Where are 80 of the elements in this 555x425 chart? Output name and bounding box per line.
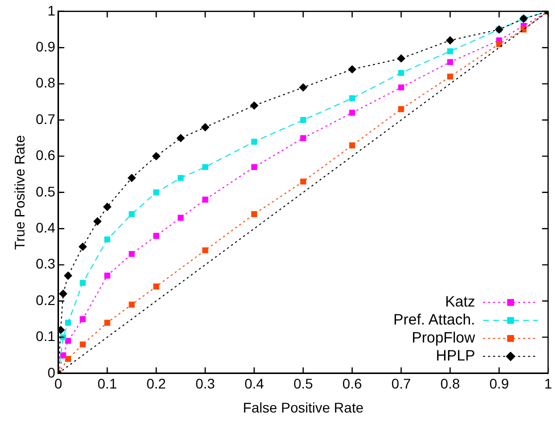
legend-label: Pref. Attach. [393,312,476,329]
y-tick-label: 0.5 [36,183,56,200]
y-tick-label: 0.8 [36,74,56,91]
point [398,84,404,90]
point [348,65,356,74]
y-axis-title: True Positive Rate [11,134,28,250]
point [202,164,208,170]
point [447,74,454,80]
point [65,320,72,326]
point [176,134,185,142]
x-tick-label: 0.8 [440,376,460,392]
x-tick-label: 0.6 [342,376,362,392]
point [300,178,306,185]
point [349,95,356,102]
point [59,290,68,298]
point [447,59,454,66]
x-tick-label: 0.1 [98,376,118,392]
y-tick-label: 0.1 [36,328,56,344]
point [251,138,258,145]
y-tick-label: 0.3 [36,256,56,272]
point [153,284,160,290]
point [250,102,258,110]
point [128,211,135,218]
point [65,356,72,362]
point [64,272,72,280]
x-tick-label: 0.7 [391,376,412,392]
point [104,320,110,326]
point [300,135,306,142]
x-tick-label: 0.3 [195,376,216,392]
y-tick-label: 0.6 [36,147,56,164]
point [80,280,86,286]
point [104,236,110,242]
y-tick-label: 0.9 [36,38,56,54]
x-tick-label: 0.9 [489,376,510,392]
legend-label: HPLP [436,348,476,365]
point [128,250,135,257]
point [300,117,306,123]
y-tick-label: 0.2 [36,292,56,308]
legend-label: Katz [445,294,476,311]
y-tick-label: 0 [47,364,56,380]
point [58,326,65,334]
point [178,214,184,221]
legend-label: PropFlow [412,330,476,347]
point [446,36,454,44]
line-series [58,11,548,374]
point [202,247,208,254]
point [349,110,356,116]
point [104,272,110,279]
point [397,54,406,62]
y-tick-label: 0.7 [36,110,56,127]
x-axis-title: False Positive Rate [242,399,364,416]
point [93,217,102,226]
point [103,202,112,211]
point [178,174,184,181]
point [128,302,135,308]
y-tick-label: 1 [47,2,56,18]
point [152,152,160,160]
point [299,83,308,92]
point [128,174,136,182]
x-tick-label: 0.5 [293,376,314,392]
x-tick-label: 0.4 [244,376,264,392]
x-tick-label: 0.2 [146,376,166,392]
point [251,211,258,218]
point [153,232,160,239]
point [447,48,454,54]
point [251,164,258,170]
y-tick-label: 0.4 [36,219,56,236]
point [202,196,208,203]
point [398,70,404,76]
point [60,352,66,358]
point [65,338,72,344]
point [398,106,404,112]
point [349,142,356,148]
point [78,242,87,251]
x-tick-label: 1 [544,376,552,392]
point [80,316,86,322]
point [153,189,160,196]
point [201,123,210,132]
point [496,41,502,47]
point [80,341,86,348]
